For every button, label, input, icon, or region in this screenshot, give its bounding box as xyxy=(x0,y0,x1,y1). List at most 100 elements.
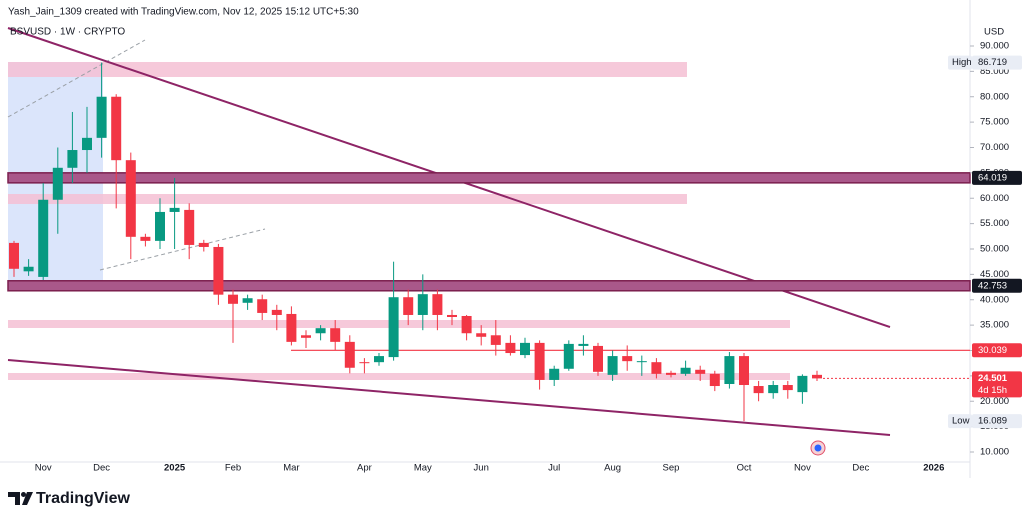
x-tick-label: Feb xyxy=(225,463,241,474)
candle-body xyxy=(198,242,209,247)
candle-body xyxy=(782,385,793,391)
y-tick-label: 75.000 xyxy=(980,117,1009,128)
candle-body xyxy=(417,294,428,315)
y-tick-label: 90.000 xyxy=(980,41,1009,52)
candle-body xyxy=(622,356,633,362)
candle-body xyxy=(768,385,779,394)
y-tick-label: 70.000 xyxy=(980,142,1009,153)
candle-body xyxy=(330,328,341,342)
x-tick-label: May xyxy=(414,463,432,474)
zone xyxy=(8,320,790,328)
price-band xyxy=(7,172,971,184)
candle-body xyxy=(505,342,516,354)
candle-body xyxy=(695,369,706,374)
candle-body xyxy=(374,356,384,363)
candle-body xyxy=(184,209,195,245)
candle-body xyxy=(140,236,151,241)
candle-body xyxy=(242,298,253,303)
candle-body xyxy=(812,374,822,379)
zone xyxy=(8,373,790,380)
marker-badge xyxy=(972,414,1022,429)
y-tick-label: 10.000 xyxy=(980,447,1009,458)
candle-body xyxy=(315,328,326,334)
countdown-label: 4d 15h xyxy=(978,385,1007,396)
candle-body xyxy=(563,343,574,369)
channel-line xyxy=(7,39,146,118)
marker-badge xyxy=(972,55,1022,70)
x-tick-label: Mar xyxy=(283,463,299,474)
price-badge-label: 64.019 xyxy=(978,172,1007,183)
candle-body xyxy=(534,342,545,380)
y-tick-label: 50.000 xyxy=(980,244,1009,255)
candle-body xyxy=(549,368,560,380)
candle-body xyxy=(96,96,107,138)
channel-line xyxy=(99,228,266,271)
y-tick-label: 45.000 xyxy=(980,269,1009,280)
candle-body xyxy=(301,335,311,338)
candle-body xyxy=(709,373,720,387)
candle-body xyxy=(82,137,92,151)
candle-body xyxy=(432,294,443,315)
symbol: BSVUSD · 1W · CRYPTO xyxy=(10,27,125,38)
x-tick-label: 2025 xyxy=(164,463,186,474)
candle-body xyxy=(490,335,501,345)
candle-body xyxy=(169,207,180,212)
x-tick-label: Aug xyxy=(604,463,621,474)
x-tick-label: Nov xyxy=(35,463,52,474)
x-tick-label: Dec xyxy=(852,463,869,474)
x-tick-label: 2026 xyxy=(923,463,944,474)
x-tick-label: Jun xyxy=(474,463,489,474)
high-marker-value: 86.719 xyxy=(978,57,1007,68)
currency: USD xyxy=(984,27,1004,38)
y-tick-label: 60.000 xyxy=(980,193,1009,204)
candle-body xyxy=(797,375,808,393)
candle-body xyxy=(388,297,399,358)
candle-body xyxy=(228,294,238,304)
candle-body xyxy=(67,150,78,168)
low-marker-label: Low xyxy=(952,416,970,427)
candle-body xyxy=(447,314,457,318)
candle-body xyxy=(753,386,764,394)
candle-body xyxy=(651,362,662,374)
candle-body xyxy=(125,160,136,237)
zone xyxy=(8,62,687,77)
x-tick-label: Dec xyxy=(93,463,110,474)
brand-logo xyxy=(8,492,33,505)
trendline xyxy=(7,359,891,436)
candle-body xyxy=(607,356,618,375)
x-tick-label: Sep xyxy=(663,463,680,474)
x-tick-label: Nov xyxy=(794,463,811,474)
candle-body xyxy=(213,246,224,295)
marker-label-bg xyxy=(948,55,972,70)
candle-body xyxy=(111,96,122,161)
candle-body xyxy=(344,341,355,368)
x-tick-label: Apr xyxy=(357,463,372,474)
y-tick-label: 35.000 xyxy=(980,320,1009,331)
brand: TradingView xyxy=(36,490,131,507)
candle-body xyxy=(359,362,370,364)
candle-body xyxy=(38,199,49,277)
candle-body xyxy=(636,361,647,363)
zone xyxy=(8,194,687,204)
candle-body xyxy=(23,266,34,272)
price-badge-label: 42.753 xyxy=(978,280,1007,291)
candle-body xyxy=(520,342,530,356)
candle-body xyxy=(739,356,749,386)
price-band xyxy=(7,280,971,292)
price-badge xyxy=(972,170,1022,185)
candle-body xyxy=(666,372,676,375)
last-price-label: 24.501 xyxy=(978,373,1008,384)
price-badge xyxy=(972,343,1022,358)
candle-body xyxy=(680,367,691,374)
high-marker-label: High xyxy=(952,57,972,68)
candle-body xyxy=(724,356,735,384)
candle-body xyxy=(52,167,63,200)
y-tick-label: 80.000 xyxy=(980,91,1009,102)
last-badge xyxy=(972,371,1022,398)
candle-body xyxy=(271,309,282,315)
y-tick-label: 20.000 xyxy=(980,396,1009,407)
candle-body xyxy=(593,345,603,372)
price-badge xyxy=(972,278,1022,293)
candle-body xyxy=(578,343,589,346)
